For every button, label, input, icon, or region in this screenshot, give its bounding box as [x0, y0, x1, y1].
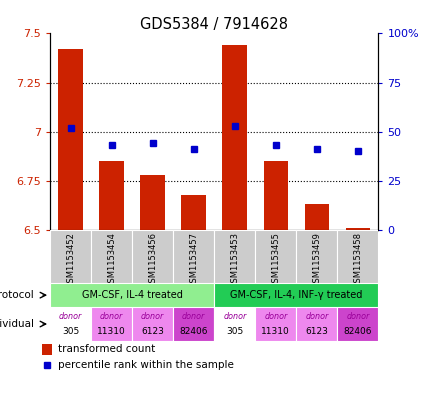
Bar — [58, 49, 82, 230]
Bar — [337, 230, 378, 283]
Text: GSM1153457: GSM1153457 — [189, 232, 198, 288]
Text: 82406: 82406 — [179, 327, 207, 336]
Text: donor: donor — [305, 312, 328, 321]
Text: 305: 305 — [62, 327, 79, 336]
Bar — [50, 307, 91, 341]
Bar — [50, 283, 214, 307]
Bar — [263, 161, 287, 230]
Bar — [296, 307, 337, 341]
Text: GSM1153452: GSM1153452 — [66, 232, 75, 288]
Text: GM-CSF, IL-4 treated: GM-CSF, IL-4 treated — [82, 290, 182, 300]
Title: GDS5384 / 7914628: GDS5384 / 7914628 — [140, 17, 288, 32]
Bar — [345, 228, 369, 230]
Text: 6123: 6123 — [141, 327, 164, 336]
Text: protocol: protocol — [0, 290, 33, 300]
Text: GM-CSF, IL-4, INF-γ treated: GM-CSF, IL-4, INF-γ treated — [230, 290, 362, 300]
Text: individual: individual — [0, 319, 33, 329]
Bar — [50, 230, 91, 283]
Text: percentile rank within the sample: percentile rank within the sample — [58, 360, 233, 369]
Text: donor: donor — [182, 312, 205, 321]
Bar — [173, 230, 214, 283]
Bar — [304, 204, 329, 230]
Text: 11310: 11310 — [261, 327, 289, 336]
Text: 82406: 82406 — [343, 327, 372, 336]
Bar — [91, 230, 132, 283]
Text: GSM1153453: GSM1153453 — [230, 232, 239, 288]
Bar — [140, 175, 164, 230]
Bar — [91, 307, 132, 341]
Bar — [181, 195, 206, 230]
Bar — [99, 161, 124, 230]
Text: donor: donor — [100, 312, 123, 321]
Bar — [214, 230, 255, 283]
Bar — [173, 307, 214, 341]
Bar — [255, 307, 296, 341]
Text: 11310: 11310 — [97, 327, 126, 336]
Text: donor: donor — [223, 312, 246, 321]
Bar — [337, 307, 378, 341]
Text: donor: donor — [141, 312, 164, 321]
Text: 6123: 6123 — [305, 327, 328, 336]
Text: GSM1153459: GSM1153459 — [312, 232, 321, 288]
Bar — [214, 283, 378, 307]
Bar — [43, 344, 52, 354]
Text: GSM1153456: GSM1153456 — [148, 232, 157, 288]
Bar — [222, 45, 247, 230]
Text: donor: donor — [263, 312, 287, 321]
Text: transformed count: transformed count — [58, 344, 155, 354]
Bar — [132, 307, 173, 341]
Text: GSM1153454: GSM1153454 — [107, 232, 116, 288]
Text: 305: 305 — [226, 327, 243, 336]
Text: donor: donor — [345, 312, 369, 321]
Bar — [296, 230, 337, 283]
Bar — [132, 230, 173, 283]
Text: GSM1153458: GSM1153458 — [352, 232, 362, 288]
Bar — [214, 307, 255, 341]
Text: donor: donor — [59, 312, 82, 321]
Bar — [255, 230, 296, 283]
Text: GSM1153455: GSM1153455 — [271, 232, 279, 288]
